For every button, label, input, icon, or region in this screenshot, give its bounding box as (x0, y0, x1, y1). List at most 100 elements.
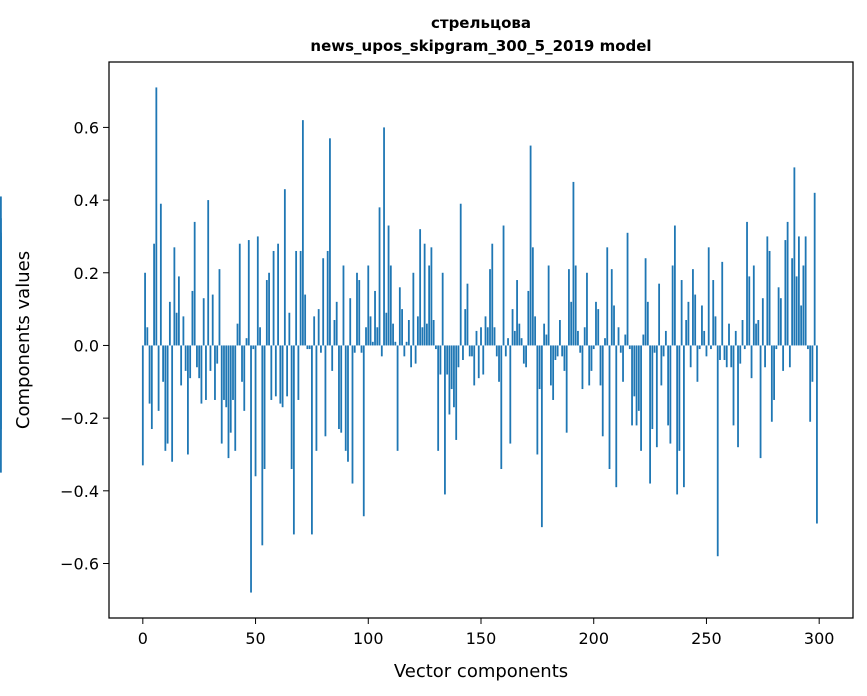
bar-105 (378, 207, 381, 346)
bar-30 (209, 345, 212, 371)
bar-218 (633, 345, 636, 397)
bar-67 (292, 345, 295, 535)
bar-210 (615, 345, 618, 488)
bar-185 (559, 320, 561, 346)
bar-111 (392, 323, 394, 346)
bar-173 (531, 247, 534, 346)
bar-297 (811, 345, 814, 382)
bar-45 (243, 345, 246, 411)
bar-148 (475, 330, 478, 346)
bar-9 (162, 345, 165, 382)
bar-16 (177, 276, 180, 346)
bar-130 (435, 345, 437, 350)
bar-42 (236, 323, 239, 346)
bar-97 (360, 345, 363, 353)
bar-140 (457, 345, 460, 368)
bar-47 (247, 240, 250, 346)
bar-70 (299, 250, 302, 346)
bar-86 (335, 301, 338, 346)
bar-190 (570, 301, 573, 346)
bar-234 (669, 345, 672, 444)
bar-213 (622, 345, 624, 382)
bar-281 (775, 345, 778, 350)
bar-290 (795, 276, 798, 346)
bar-115 (401, 309, 403, 346)
bar-65 (288, 312, 291, 346)
bar-54 (263, 345, 266, 470)
bar-253 (712, 280, 715, 346)
bar-162 (507, 338, 509, 346)
bar-237 (676, 345, 679, 495)
x-tick-label: 300 (804, 629, 835, 648)
bar-206 (606, 247, 609, 346)
bar-203 (599, 345, 602, 386)
bar-23 (193, 221, 196, 346)
bar-32 (214, 345, 216, 400)
bar-0 (141, 345, 144, 466)
bar-248 (701, 305, 703, 346)
bar-28 (205, 345, 207, 400)
bar-181 (549, 345, 552, 386)
bar-207 (608, 345, 611, 470)
bar-135 (446, 345, 449, 375)
bar-93 (351, 345, 354, 484)
bar-90 (344, 345, 347, 451)
bar-279 (770, 345, 773, 422)
bar-215 (626, 232, 629, 346)
bar-106 (380, 345, 383, 357)
bar-257 (721, 261, 724, 346)
bar-95 (356, 272, 358, 346)
bar-116 (403, 345, 406, 357)
y-axis: −0.6 −0.4 −0.2 0.0 0.2 0.4 0.6 (60, 118, 109, 573)
bar-243 (689, 345, 692, 368)
bar-3 (148, 345, 151, 404)
bar-49 (252, 345, 255, 350)
bar-226 (651, 345, 654, 430)
bar-21 (189, 345, 192, 379)
bar-167 (518, 323, 521, 346)
bar-229 (658, 283, 661, 346)
bar-255 (716, 345, 719, 557)
bar-15 (175, 312, 178, 346)
bar-142 (462, 345, 464, 360)
bar-138 (453, 345, 455, 408)
x-tick-label: 250 (691, 629, 722, 648)
bar-120 (412, 272, 415, 346)
bar-169 (522, 345, 525, 364)
bar-230 (660, 345, 663, 386)
bar-298 (813, 192, 816, 346)
bar-201 (595, 301, 597, 346)
bar-220 (637, 345, 640, 411)
bar-109 (387, 225, 390, 346)
bar-87 (338, 345, 340, 430)
bar-252 (710, 345, 712, 350)
bar-282 (777, 287, 780, 346)
bar-68 (295, 250, 298, 346)
bar-40 (232, 345, 234, 400)
bar-277 (766, 236, 769, 346)
bar-273 (757, 320, 760, 346)
bar-8 (159, 203, 162, 346)
bar-71 (301, 120, 304, 346)
bar-117 (405, 341, 408, 346)
bar-75 (311, 345, 313, 535)
bar-238 (678, 345, 681, 451)
bar-212 (619, 345, 622, 353)
bar-195 (581, 345, 584, 390)
bar-184 (556, 345, 559, 357)
bar-266 (741, 320, 744, 346)
bar-242 (687, 301, 690, 346)
bar-25 (198, 345, 201, 379)
bar-41 (234, 345, 237, 451)
bar-235 (671, 265, 674, 346)
x-axis: 0 50 100 150 200 250 300 (138, 618, 835, 648)
bar-296 (809, 345, 812, 422)
bar-191 (572, 181, 575, 346)
bar-196 (583, 327, 586, 346)
bar-51 (256, 236, 259, 346)
bar-36 (223, 345, 225, 400)
bar-156 (493, 327, 496, 346)
bar-39 (229, 345, 232, 433)
bar-82 (326, 250, 329, 346)
bar-299 (816, 345, 818, 524)
